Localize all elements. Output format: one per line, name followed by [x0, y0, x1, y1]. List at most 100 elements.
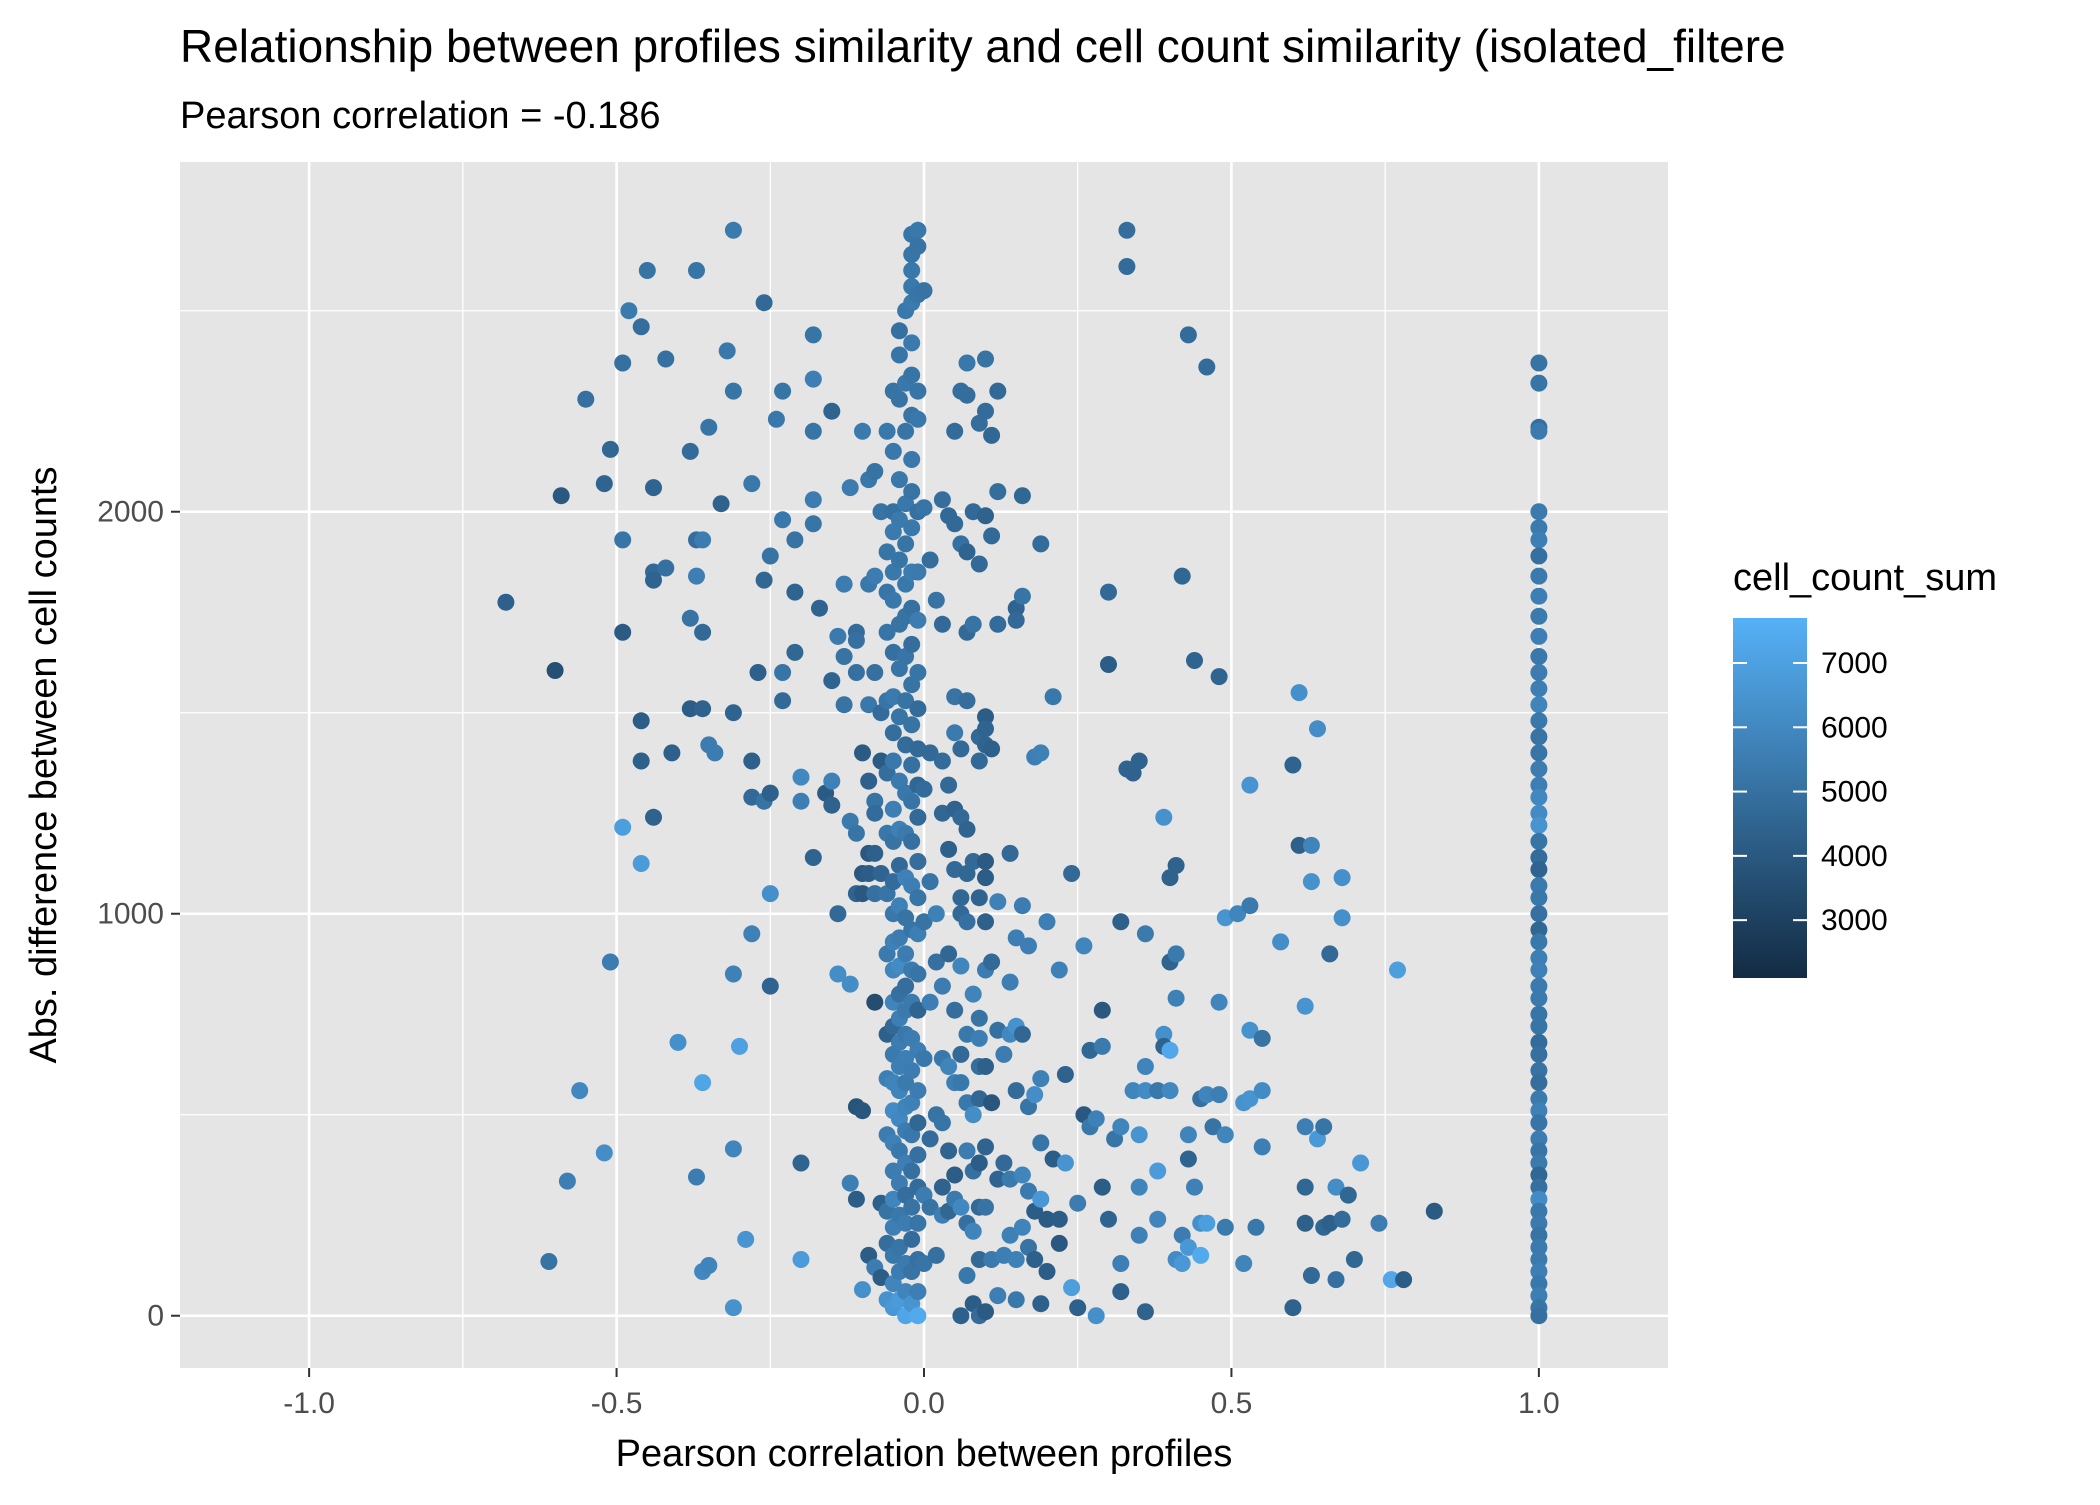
data-point	[706, 744, 724, 762]
data-point	[952, 957, 970, 975]
data-point	[1100, 656, 1117, 673]
data-point	[1032, 744, 1050, 762]
data-point	[1530, 728, 1548, 746]
data-point	[1130, 1178, 1148, 1196]
data-point	[774, 511, 792, 529]
data-point	[1013, 1166, 1031, 1184]
data-point	[595, 475, 613, 493]
data-point	[724, 221, 742, 239]
data-point	[1530, 680, 1548, 698]
data-point	[1198, 1086, 1216, 1104]
data-point	[1032, 1295, 1050, 1313]
data-point	[761, 885, 779, 903]
data-point	[1530, 519, 1548, 537]
data-point	[700, 1257, 718, 1274]
data-point	[964, 853, 982, 870]
data-point	[915, 1050, 933, 1067]
data-point	[940, 1058, 958, 1075]
data-point	[1530, 1045, 1548, 1063]
data-point	[1112, 913, 1130, 931]
data-point	[970, 1154, 988, 1172]
data-point	[1032, 1190, 1050, 1208]
data-point	[835, 696, 853, 714]
data-point	[983, 1094, 1001, 1112]
data-point	[657, 559, 675, 577]
data-point	[854, 744, 871, 762]
data-point	[995, 1045, 1013, 1063]
data-point	[909, 1001, 927, 1019]
data-point	[866, 792, 884, 810]
data-point	[632, 318, 650, 336]
data-point	[909, 611, 927, 629]
data-point	[909, 1114, 927, 1132]
data-point	[1284, 1299, 1302, 1317]
data-point	[921, 551, 939, 569]
data-point	[1026, 1086, 1044, 1104]
data-point	[1530, 1114, 1548, 1132]
data-point	[1530, 949, 1548, 967]
data-point	[1530, 1275, 1548, 1293]
data-point	[1155, 1025, 1173, 1043]
data-point	[1013, 1025, 1031, 1043]
data-point	[866, 804, 884, 822]
data-point	[927, 591, 945, 609]
data-point	[1210, 668, 1228, 686]
data-point	[878, 623, 896, 641]
data-point	[1050, 1234, 1068, 1252]
data-point	[1179, 1150, 1197, 1168]
data-point	[909, 853, 927, 870]
data-point	[897, 945, 915, 963]
data-point	[724, 1140, 742, 1158]
data-point	[866, 567, 884, 585]
data-point	[1056, 1154, 1074, 1172]
data-point	[958, 386, 976, 404]
data-point	[1013, 587, 1031, 605]
data-point	[1530, 1130, 1548, 1148]
data-point	[614, 531, 632, 549]
data-point	[577, 390, 595, 408]
data-point	[1425, 1202, 1443, 1220]
y-tick-label: 0	[147, 1300, 164, 1333]
data-point	[897, 535, 915, 553]
data-point	[958, 820, 976, 838]
data-point	[645, 571, 662, 589]
data-point	[884, 442, 902, 460]
data-point	[1013, 487, 1031, 505]
data-point	[1001, 844, 1019, 862]
data-point	[909, 382, 927, 400]
data-point	[946, 515, 964, 533]
data-point	[1247, 1218, 1265, 1236]
legend-colorbar	[1733, 618, 1807, 978]
data-point	[1136, 925, 1154, 943]
data-point	[1253, 1138, 1271, 1156]
data-point	[1530, 1178, 1548, 1196]
data-point	[1179, 326, 1197, 344]
data-point	[1530, 354, 1548, 372]
data-point	[989, 1170, 1007, 1188]
data-point	[1333, 869, 1351, 887]
data-point	[909, 1082, 927, 1100]
data-point	[1100, 583, 1117, 601]
data-point	[1112, 1118, 1130, 1136]
data-point	[552, 487, 570, 505]
data-point	[903, 483, 921, 501]
data-point	[774, 692, 792, 710]
data-point	[1530, 503, 1548, 521]
data-point	[847, 1190, 865, 1208]
data-point	[1370, 1214, 1388, 1232]
data-point	[977, 913, 994, 931]
data-point	[1530, 712, 1548, 730]
data-point	[977, 507, 994, 525]
data-point	[1530, 1017, 1548, 1035]
data-point	[860, 865, 878, 882]
data-point	[1118, 258, 1136, 275]
data-point	[601, 440, 619, 458]
x-axis-title: Pearson correlation between profiles	[616, 1433, 1233, 1475]
data-point	[731, 1037, 748, 1055]
data-point	[946, 1001, 964, 1019]
data-point	[1136, 1058, 1154, 1075]
data-point	[1530, 788, 1548, 806]
data-point	[1216, 1218, 1234, 1236]
data-point	[718, 342, 736, 360]
